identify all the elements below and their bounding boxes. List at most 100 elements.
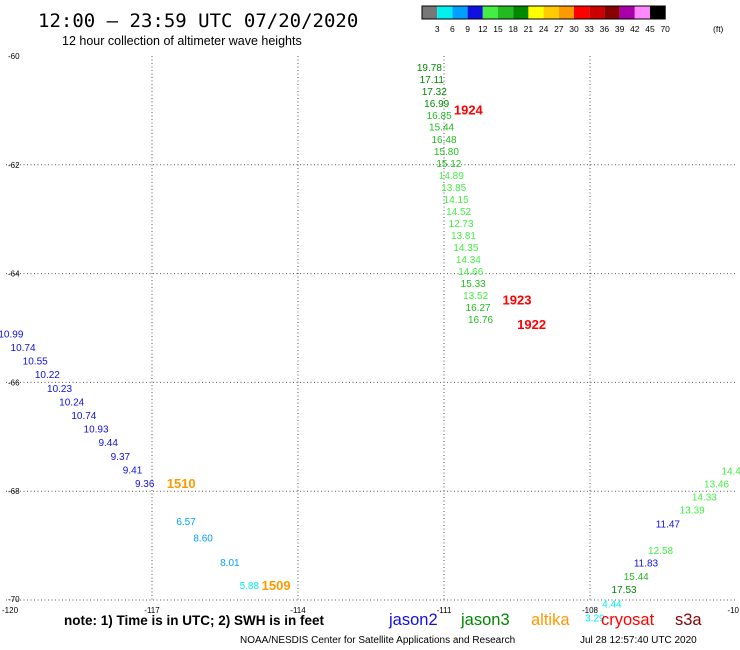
wave-height-point: 16.48	[431, 135, 456, 146]
wave-height-point: 10.24	[59, 397, 84, 408]
legend-label: 39	[615, 24, 625, 34]
wave-height-point: 14.34	[456, 255, 481, 266]
legend-label: 27	[554, 24, 564, 34]
legend-label: 15	[493, 24, 503, 34]
y-tick-label: -66	[8, 378, 20, 387]
legend-swatch	[574, 6, 590, 19]
axis-ticks: -120 -117 -114 -111 -108 -10 -60 -62 -64 -66 -68 -7…	[2, 52, 740, 615]
wave-height-point: 14.4	[721, 467, 740, 478]
x-tick-label: -10	[727, 606, 739, 615]
wave-height-point: 15.80	[434, 147, 459, 158]
legend-swatch	[619, 6, 635, 19]
legend-swatch	[634, 6, 650, 19]
satellite-legend: jason2 jason3 altika cryosat s3a	[388, 611, 702, 629]
wave-height-point: 10.93	[84, 425, 109, 436]
y-tick-label: -60	[8, 52, 20, 61]
credit-text: NOAA/NESDIS Center for Satellite Applica…	[240, 635, 515, 646]
wave-height-point: 14.66	[458, 267, 483, 278]
legend-swatch	[437, 6, 453, 19]
wave-height-point: 14.33	[692, 493, 717, 504]
grid-lines	[6, 56, 736, 601]
chart-title: 12:00 — 23:59 UTC 07/20/2020	[38, 10, 358, 32]
wave-height-point: 14.89	[439, 171, 464, 182]
pass-number-label: 1510	[167, 476, 196, 491]
legend-label: 70	[660, 24, 670, 34]
wave-height-point: 5.88	[240, 581, 260, 592]
wave-height-point: 14.35	[453, 243, 478, 254]
wave-height-point: 6.57	[176, 517, 196, 528]
legend-label: 18	[508, 24, 518, 34]
legend-swatch	[498, 6, 514, 19]
wave-height-point: 10.74	[11, 343, 36, 354]
wave-height-point: 13.85	[441, 183, 466, 194]
x-tick-label: -114	[290, 606, 306, 615]
legend-label: 3	[435, 24, 440, 34]
legend-swatch	[452, 6, 468, 19]
wave-height-point: 10.99	[0, 329, 24, 340]
wave-height-point: 13.52	[463, 291, 488, 302]
wave-height-point: 9.37	[111, 452, 131, 463]
legend-swatch	[604, 6, 620, 19]
wave-height-point: 9.44	[98, 438, 118, 449]
legend-label: 33	[584, 24, 594, 34]
legend-label: 45	[645, 24, 655, 34]
wave-height-point: 8.60	[193, 533, 213, 544]
legend-swatch	[422, 6, 438, 19]
legend-swatch	[482, 6, 498, 19]
legend-swatch	[543, 6, 559, 19]
satellite-cryosat: cryosat	[601, 611, 655, 629]
y-tick-label: -68	[8, 487, 20, 496]
wave-height-point: 13.46	[704, 480, 729, 491]
legend-label: 12	[478, 24, 488, 34]
y-tick-label: -62	[8, 161, 20, 170]
footnote: note: 1) Time is in UTC; 2) SWH is in fe…	[64, 613, 325, 628]
legend-label: 6	[450, 24, 455, 34]
data-points: 19.7817.1117.3216.9916.8515.4416.4815.80…	[0, 63, 740, 625]
wave-height-point: 15.12	[436, 159, 461, 170]
wave-height-point: 15.44	[429, 123, 454, 134]
chart-subtitle: 12 hour collection of altimeter wave hei…	[62, 34, 302, 48]
satellite-s3a: s3a	[675, 611, 702, 629]
pass-number-label: 1924	[454, 102, 484, 117]
wave-height-point: 17.11	[420, 75, 445, 86]
wave-height-point: 10.74	[71, 411, 96, 422]
legend-swatch	[528, 6, 544, 19]
legend-swatch	[650, 6, 666, 19]
wave-height-point: 14.52	[446, 207, 471, 218]
wave-height-point: 4.44	[602, 599, 622, 610]
legend-label: 21	[524, 24, 534, 34]
legend-label: 9	[465, 24, 470, 34]
legend-unit: (ft)	[713, 24, 724, 34]
wave-height-point: 13.81	[451, 231, 476, 242]
legend-frame	[421, 5, 666, 20]
legend-label: 24	[539, 24, 549, 34]
y-tick-label: -64	[8, 270, 20, 279]
legend-swatch	[558, 6, 574, 19]
legend-label: 42	[630, 24, 640, 34]
legend-swatch	[589, 6, 605, 19]
x-tick-label: -120	[2, 606, 19, 615]
timestamp-text: Jul 28 12:57:40 UTC 2020	[580, 635, 697, 646]
legend-swatch	[467, 6, 483, 19]
pass-number-label: 1509	[262, 578, 291, 593]
pass-labels: 1924 1923 1922 1510 1509	[167, 102, 546, 592]
x-tick-label: -111	[437, 606, 452, 615]
wave-height-point: 16.99	[424, 99, 449, 110]
wave-height-point: 3.29	[585, 613, 605, 624]
wave-height-point: 9.41	[123, 465, 143, 476]
wave-height-point: 11.83	[634, 558, 659, 569]
y-tick-label: -70	[8, 595, 20, 604]
wave-height-point: 12.58	[648, 546, 673, 557]
wave-height-point: 16.76	[468, 315, 493, 326]
wave-height-point: 17.53	[612, 585, 637, 596]
x-tick-label: -108	[582, 606, 599, 615]
wave-height-point: 19.78	[417, 63, 442, 74]
wave-height-point: 10.22	[35, 370, 60, 381]
legend-swatch	[513, 6, 529, 19]
pass-number-label: 1922	[517, 317, 546, 332]
wave-height-point: 13.39	[680, 506, 705, 517]
wave-height-point: 9.36	[135, 479, 155, 490]
satellite-jason3: jason3	[460, 611, 510, 629]
wave-height-point: 17.32	[422, 87, 447, 98]
